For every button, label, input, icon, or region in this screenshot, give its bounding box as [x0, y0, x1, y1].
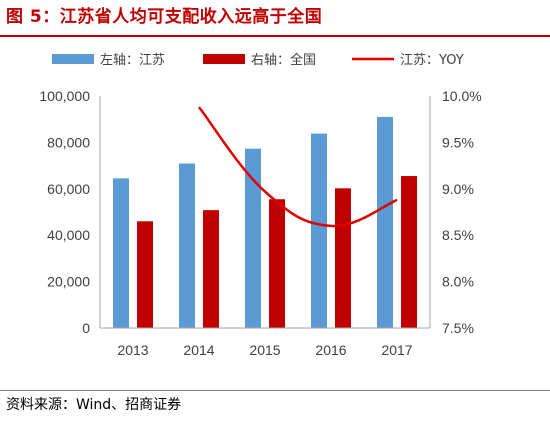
legend-yoy-label: 江苏：YOY [400, 52, 464, 68]
source-divider [0, 390, 550, 391]
figure-title: 图 5：江苏省人均可支配收入远高于全国 [6, 7, 323, 27]
right-tick-label: 7.5% [442, 320, 474, 336]
jiangsu-bar [377, 116, 393, 328]
left-tick-label: 60,000 [47, 181, 90, 197]
national-bar [401, 176, 417, 328]
national-bar [269, 199, 285, 328]
jiangsu-bar [179, 163, 195, 328]
national-bar [137, 221, 153, 328]
right-tick-label: 9.5% [442, 134, 474, 150]
right-tick-label: 8.0% [442, 274, 474, 290]
x-tick-label: 2013 [117, 342, 148, 358]
national-bar [335, 188, 351, 328]
jiangsu-bar [113, 178, 129, 328]
national-bar [203, 210, 219, 328]
jiangsu-bar [311, 133, 327, 328]
right-tick-label: 9.0% [442, 181, 474, 197]
x-tick-label: 2014 [183, 342, 214, 358]
x-tick-label: 2015 [249, 342, 280, 358]
legend-national-swatch [203, 54, 245, 64]
right-tick-label: 8.5% [442, 227, 474, 243]
source-note: 资料来源：Wind、招商证券 [6, 397, 182, 413]
legend-jiangsu-swatch [52, 54, 94, 64]
left-tick-label: 20,000 [47, 274, 90, 290]
chart: 左轴：江苏 右轴：全国 江苏：YOY 0 20,000 40,000 60,000 80,0… [39, 52, 482, 358]
left-tick-label: 0 [82, 320, 90, 336]
left-tick-label: 100,000 [39, 88, 90, 104]
right-axis: 7.5% 8.0% 8.5% 9.0% 9.5% 10.0% [429, 88, 482, 336]
title-divider [0, 35, 550, 37]
left-axis: 0 20,000 40,000 60,000 80,000 100,000 [39, 88, 101, 336]
jiangsu-bar [245, 148, 261, 328]
yoy-line [198, 106, 398, 228]
legend: 左轴：江苏 右轴：全国 江苏：YOY [52, 52, 464, 68]
bars [113, 116, 417, 328]
x-tick-label: 2016 [315, 342, 346, 358]
left-tick-label: 40,000 [47, 227, 90, 243]
left-tick-label: 80,000 [47, 134, 90, 150]
x-tick-label: 2017 [381, 342, 412, 358]
yoy-line-group [198, 106, 398, 228]
x-axis: 2013 2014 2015 2016 2017 [100, 327, 430, 358]
right-tick-label: 10.0% [442, 88, 482, 104]
legend-national-label: 右轴：全国 [251, 52, 316, 68]
legend-jiangsu-label: 左轴：江苏 [100, 52, 165, 68]
